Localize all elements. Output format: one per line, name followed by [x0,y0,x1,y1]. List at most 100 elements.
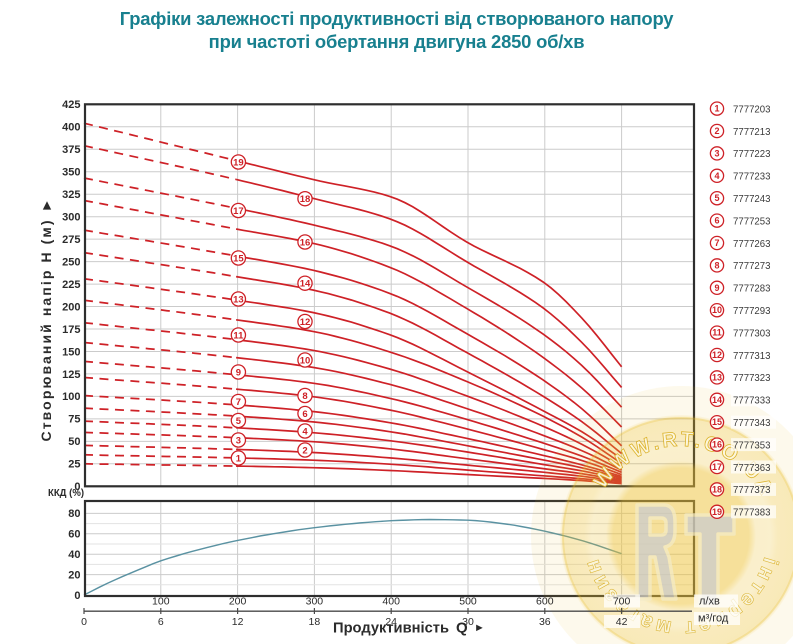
svg-text:60: 60 [68,529,80,541]
svg-text:8: 8 [714,260,719,270]
svg-text:300: 300 [62,212,80,224]
svg-text:7777323: 7777323 [733,372,771,384]
svg-text:16: 16 [712,440,722,450]
svg-text:275: 275 [62,234,80,246]
svg-text:14: 14 [300,279,311,290]
svg-text:7777343: 7777343 [733,417,771,429]
svg-text:75: 75 [68,414,80,426]
svg-text:500: 500 [459,596,477,608]
svg-text:18: 18 [712,484,722,494]
svg-text:7777333: 7777333 [733,395,771,407]
svg-text:0: 0 [74,481,80,493]
svg-text:8: 8 [302,391,307,402]
svg-text:7777243: 7777243 [733,193,771,205]
svg-text:9: 9 [714,283,719,293]
svg-text:6: 6 [302,409,307,420]
svg-text:25: 25 [68,459,80,471]
svg-text:4: 4 [302,426,308,437]
svg-text:2: 2 [302,445,307,456]
svg-text:19: 19 [712,507,722,517]
svg-text:7777223: 7777223 [733,148,771,160]
svg-text:14: 14 [712,395,722,405]
svg-text:►: ► [474,622,485,634]
svg-text:л/хв: л/хв [699,596,720,608]
svg-text:0: 0 [74,590,80,602]
svg-text:300: 300 [306,596,324,608]
svg-text:17: 17 [233,206,244,217]
svg-text:0: 0 [81,616,87,628]
svg-text:7777363: 7777363 [733,462,771,474]
svg-text:12: 12 [232,616,244,628]
svg-text:50: 50 [68,436,80,448]
svg-text:7777233: 7777233 [733,171,771,183]
svg-text:1: 1 [236,453,242,464]
svg-text:Створюваний напір Н (м) ►: Створюваний напір Н (м) ► [38,199,54,442]
svg-text:3: 3 [236,435,241,446]
svg-text:3: 3 [714,148,719,158]
svg-text:4: 4 [714,171,719,181]
svg-text:375: 375 [62,144,80,156]
svg-text:17: 17 [712,462,722,472]
svg-text:125: 125 [62,369,80,381]
svg-text:7777383: 7777383 [733,507,771,519]
svg-text:7777203: 7777203 [733,103,771,115]
svg-text:175: 175 [62,324,80,336]
svg-text:7777253: 7777253 [733,215,771,227]
svg-text:5: 5 [714,193,719,203]
svg-text:15: 15 [712,417,722,427]
svg-text:11: 11 [233,330,244,341]
svg-text:10: 10 [712,305,722,315]
svg-text:225: 225 [62,279,80,291]
svg-text:700: 700 [613,596,631,608]
svg-text:100: 100 [62,391,80,403]
svg-text:400: 400 [62,122,80,134]
svg-text:19: 19 [233,157,244,168]
svg-text:ККД (%): ККД (%) [48,487,84,499]
svg-text:7777303: 7777303 [733,327,771,339]
svg-text:Q: Q [456,620,468,637]
svg-text:18: 18 [309,616,321,628]
svg-text:15: 15 [233,253,244,264]
svg-text:7777213: 7777213 [733,126,771,138]
svg-text:425: 425 [62,99,80,111]
svg-text:24: 24 [385,616,397,628]
svg-text:1: 1 [714,104,719,114]
svg-text:12: 12 [300,317,311,328]
svg-text:13: 13 [233,294,244,305]
svg-text:7777353: 7777353 [733,439,771,451]
svg-text:7777293: 7777293 [733,305,771,317]
svg-text:13: 13 [712,372,722,382]
svg-text:42: 42 [616,616,628,628]
svg-text:200: 200 [229,596,247,608]
svg-text:350: 350 [62,167,80,179]
svg-text:2: 2 [714,126,719,136]
svg-text:40: 40 [68,549,80,561]
svg-text:7777373: 7777373 [733,484,771,496]
svg-text:9: 9 [236,367,241,378]
svg-text:7777263: 7777263 [733,238,771,250]
svg-text:7777273: 7777273 [733,260,771,272]
svg-text:20: 20 [68,569,80,581]
svg-text:7777313: 7777313 [733,350,771,362]
svg-text:400: 400 [382,596,400,608]
svg-text:600: 600 [536,596,554,608]
svg-text:30: 30 [462,616,474,628]
svg-text:200: 200 [62,301,80,313]
svg-text:7: 7 [714,238,719,248]
svg-text:150: 150 [62,346,80,358]
svg-text:м³/год: м³/год [698,613,729,625]
svg-text:7777283: 7777283 [733,283,771,295]
svg-text:12: 12 [712,350,722,360]
svg-text:250: 250 [62,256,80,268]
svg-text:Продуктивність: Продуктивність [333,620,449,637]
svg-text:325: 325 [62,189,80,201]
svg-text:11: 11 [712,328,722,338]
svg-text:100: 100 [152,596,170,608]
svg-text:6: 6 [158,616,164,628]
svg-text:6: 6 [714,216,719,226]
svg-text:36: 36 [539,616,551,628]
svg-text:5: 5 [236,416,242,427]
svg-text:7: 7 [236,397,241,408]
svg-text:16: 16 [300,237,311,248]
svg-text:80: 80 [68,508,80,520]
